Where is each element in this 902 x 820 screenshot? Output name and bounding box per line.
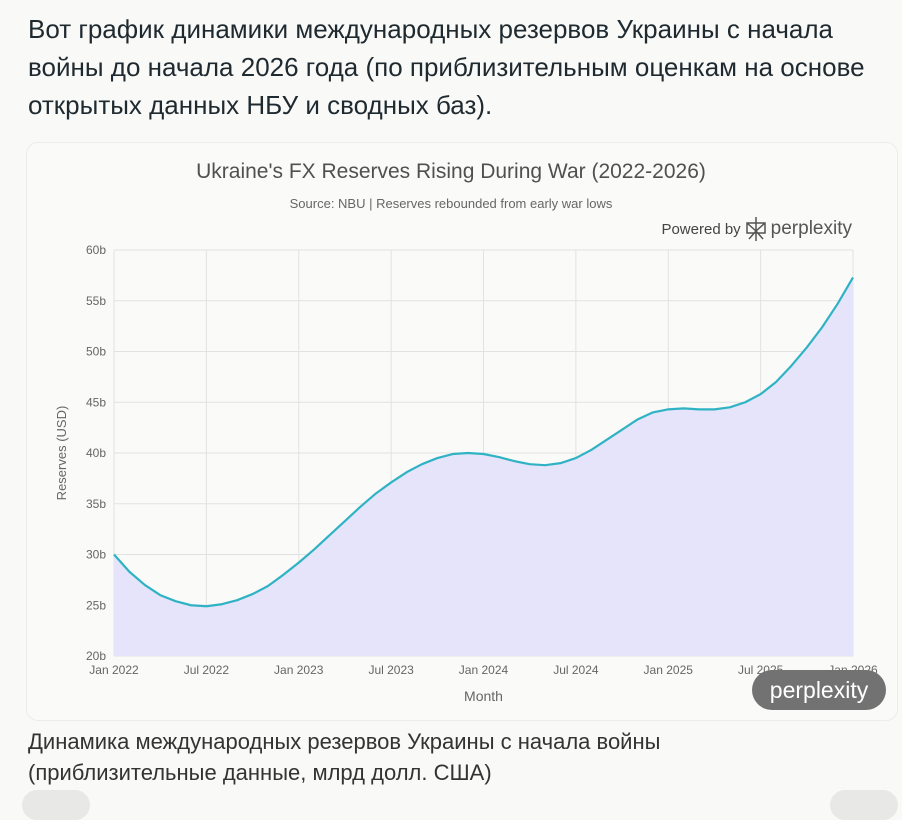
y-tick-label: 60b (86, 243, 106, 257)
y-tick-label: 40b (86, 446, 106, 460)
chart-caption: Динамика международных резервов Украины … (28, 726, 660, 788)
x-tick-label: Jan 2022 (89, 663, 139, 677)
y-tick-label: 20b (86, 649, 106, 663)
bottom-action-left[interactable] (22, 790, 90, 820)
caption-line-1: Динамика международных резервов Украины … (28, 726, 660, 757)
perplexity-badge[interactable]: perplexity (752, 670, 886, 710)
y-axis-label: Reserves (USD) (54, 406, 69, 501)
x-tick-label: Jul 2022 (184, 663, 230, 677)
x-tick-label: Jan 2025 (644, 663, 694, 677)
x-tick-label: Jul 2024 (553, 663, 599, 677)
x-axis-label: Month (464, 688, 503, 704)
y-tick-label: 55b (86, 294, 106, 308)
y-tick-label: 45b (86, 395, 106, 409)
y-tick-label: 50b (86, 345, 106, 359)
y-tick-label: 30b (86, 548, 106, 562)
y-tick-label: 35b (86, 497, 106, 511)
y-tick-label: 25b (86, 598, 106, 612)
bottom-action-right[interactable] (830, 790, 898, 820)
caption-line-2: (приблизительные данные, млрд долл. США) (28, 757, 660, 788)
x-tick-label: Jan 2024 (459, 663, 509, 677)
x-tick-label: Jan 2023 (274, 663, 324, 677)
x-tick-label: Jul 2023 (368, 663, 414, 677)
